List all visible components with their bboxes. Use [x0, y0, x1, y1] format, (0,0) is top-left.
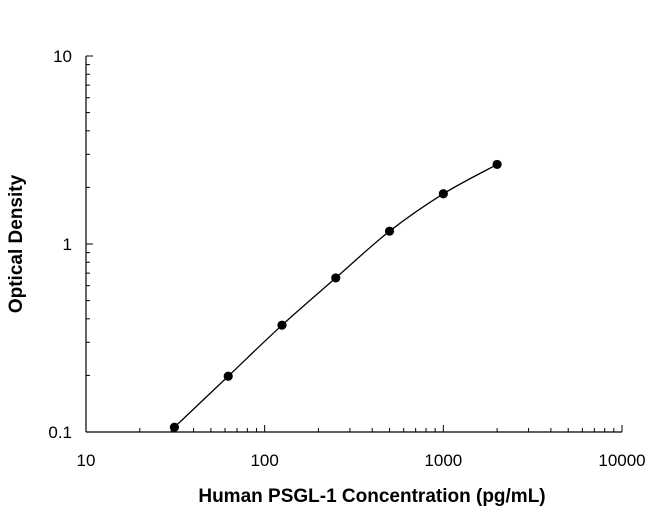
x-ticks: [85, 425, 623, 432]
data-points: [169, 159, 502, 432]
y-tick-labels: 0.1 1 10: [48, 47, 72, 442]
data-point: [169, 422, 180, 432]
data-point: [223, 371, 233, 381]
y-tick-label: 10: [53, 47, 72, 66]
data-point: [331, 273, 341, 283]
x-tick-labels: 10 100 1000 10000: [77, 451, 646, 470]
axes: [85, 56, 622, 433]
y-tick-label: 1: [63, 235, 72, 254]
data-point: [438, 189, 448, 199]
data-point: [492, 159, 502, 170]
y-axis-title: Optical Density: [6, 174, 27, 313]
x-tick-label: 10: [77, 451, 96, 470]
fit-curve: [173, 163, 498, 428]
x-tick-label: 1000: [424, 451, 462, 470]
data-point: [277, 320, 287, 330]
x-axis-title: Human PSGL-1 Concentration (pg/mL): [198, 486, 545, 507]
x-tick-label: 10000: [598, 451, 645, 470]
y-tick-label: 0.1: [48, 423, 72, 442]
y-ticks: [86, 55, 93, 433]
data-point: [384, 226, 395, 236]
x-tick-label: 100: [250, 451, 278, 470]
